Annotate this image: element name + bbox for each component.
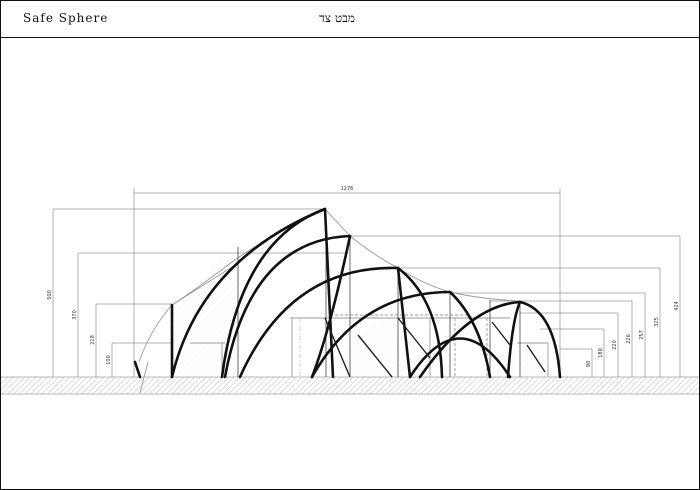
fabric-shading — [172, 247, 548, 377]
left-height-dimensions — [52, 208, 348, 377]
overall-width-label: 1276 — [341, 186, 354, 192]
project-name: Safe Sphere — [23, 11, 109, 25]
dim-180: 180 — [598, 348, 604, 358]
dim-220: 220 — [612, 340, 618, 350]
ground-section — [1, 376, 699, 395]
dim-226: 226 — [626, 334, 632, 344]
dim-370: 370 — [72, 310, 78, 320]
dim-100: 100 — [106, 355, 112, 365]
structural-arches — [133, 207, 562, 379]
dim-325: 325 — [654, 317, 660, 327]
dim-424: 424 — [674, 301, 680, 311]
dim-90: 90 — [586, 361, 592, 367]
title-block: Safe Sphere מבט צד — [1, 1, 699, 38]
view-title: מבט צד — [319, 11, 356, 25]
right-height-dimensions — [350, 235, 681, 377]
overall-width-dimension — [133, 188, 561, 377]
dim-257: 257 — [639, 330, 645, 340]
dim-218: 218 — [90, 335, 96, 345]
diagonal-bracing — [324, 317, 546, 378]
dim-500: 500 — [47, 290, 53, 300]
